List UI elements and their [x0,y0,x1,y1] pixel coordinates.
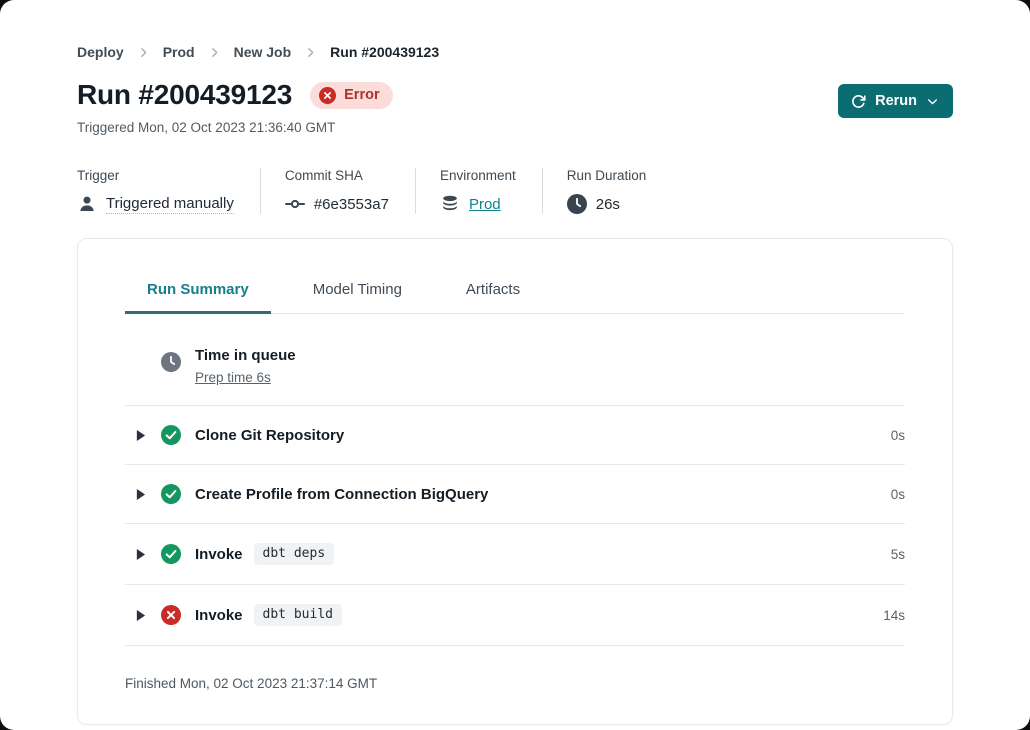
breadcrumb: Deploy Prod New Job Run #200439123 [77,44,953,60]
queue-title: Time in queue [195,347,296,364]
rerun-button[interactable]: Rerun [838,84,953,118]
tab-run-summary[interactable]: Run Summary [125,281,271,314]
step-title: Invoke [195,545,243,563]
queue-row: Time in queue Prep time 6s [125,314,905,406]
success-check-icon [161,484,181,504]
step-duration: 5s [890,546,905,562]
rerun-button-label: Rerun [875,93,917,109]
step-duration: 14s [883,607,905,623]
status-badge: Error [310,81,393,109]
chevron-right-icon [137,46,150,59]
command-chip: dbt build [253,604,342,626]
status-badge-label: Error [344,87,380,103]
caret-right-icon[interactable] [133,543,147,565]
person-icon [77,194,97,214]
database-icon [440,194,460,214]
step-title: Create Profile from Connection BigQuery [195,485,489,503]
breadcrumb-deploy[interactable]: Deploy [77,44,124,60]
meta-commit-sha: Commit SHA #6e3553a7 [259,168,415,214]
page-header: Run #200439123 Error Triggered Mon, 02 O… [77,79,953,135]
meta-run-duration: Run Duration 26s [541,168,673,214]
step-row-dbt-build[interactable]: Invoke dbt build 14s [125,585,905,646]
git-commit-icon [284,194,305,214]
commit-sha-value: #6e3553a7 [313,195,389,213]
meta-duration-label: Run Duration [566,168,647,183]
clock-icon [161,352,181,372]
meta-trigger-label: Trigger [77,168,120,183]
run-summary-card: Run Summary Model Timing Artifacts Time … [77,238,953,725]
clock-icon [566,194,587,214]
trigger-value[interactable]: Triggered manually [106,194,234,214]
error-circle-icon [319,86,337,104]
step-row-dbt-deps[interactable]: Invoke dbt deps 5s [125,524,905,585]
step-row-clone-git[interactable]: Clone Git Repository 0s [125,406,905,465]
prep-time-link[interactable]: Prep time 6s [195,370,271,385]
environment-link[interactable]: Prod [468,195,501,213]
breadcrumb-current: Run #200439123 [330,44,440,60]
tab-bar: Run Summary Model Timing Artifacts [125,239,905,314]
caret-right-icon[interactable] [133,484,147,504]
triggered-timestamp: Triggered Mon, 02 Oct 2023 21:36:40 GMT [77,120,336,135]
step-duration: 0s [890,486,905,502]
tab-artifacts[interactable]: Artifacts [465,281,521,298]
step-title: Invoke [195,606,243,624]
chevron-down-icon [926,95,939,108]
page-title: Run #200439123 [77,79,293,110]
command-chip: dbt deps [253,543,335,565]
chevron-right-icon [208,46,221,59]
run-duration-value: 26s [595,195,620,213]
success-check-icon [161,425,181,445]
success-check-icon [161,544,181,564]
caret-right-icon[interactable] [133,604,147,626]
step-duration: 0s [890,427,905,443]
chevron-right-icon [304,46,317,59]
breadcrumb-new-job[interactable]: New Job [233,44,292,60]
run-metadata: Trigger Triggered manually Commit SHA #6… [77,168,953,214]
error-circle-icon [161,605,181,625]
meta-environment-label: Environment [439,168,516,183]
finished-timestamp: Finished Mon, 02 Oct 2023 21:37:14 GMT [125,676,378,691]
breadcrumb-prod[interactable]: Prod [162,44,195,60]
tab-model-timing[interactable]: Model Timing [312,281,402,298]
meta-commit-label: Commit SHA [284,168,363,183]
step-row-create-profile[interactable]: Create Profile from Connection BigQuery … [125,465,905,524]
meta-environment: Environment Prod [414,168,542,214]
caret-right-icon[interactable] [133,425,147,445]
meta-trigger: Trigger Triggered manually [77,168,260,214]
step-title: Clone Git Repository [195,426,345,444]
refresh-icon [851,94,866,109]
